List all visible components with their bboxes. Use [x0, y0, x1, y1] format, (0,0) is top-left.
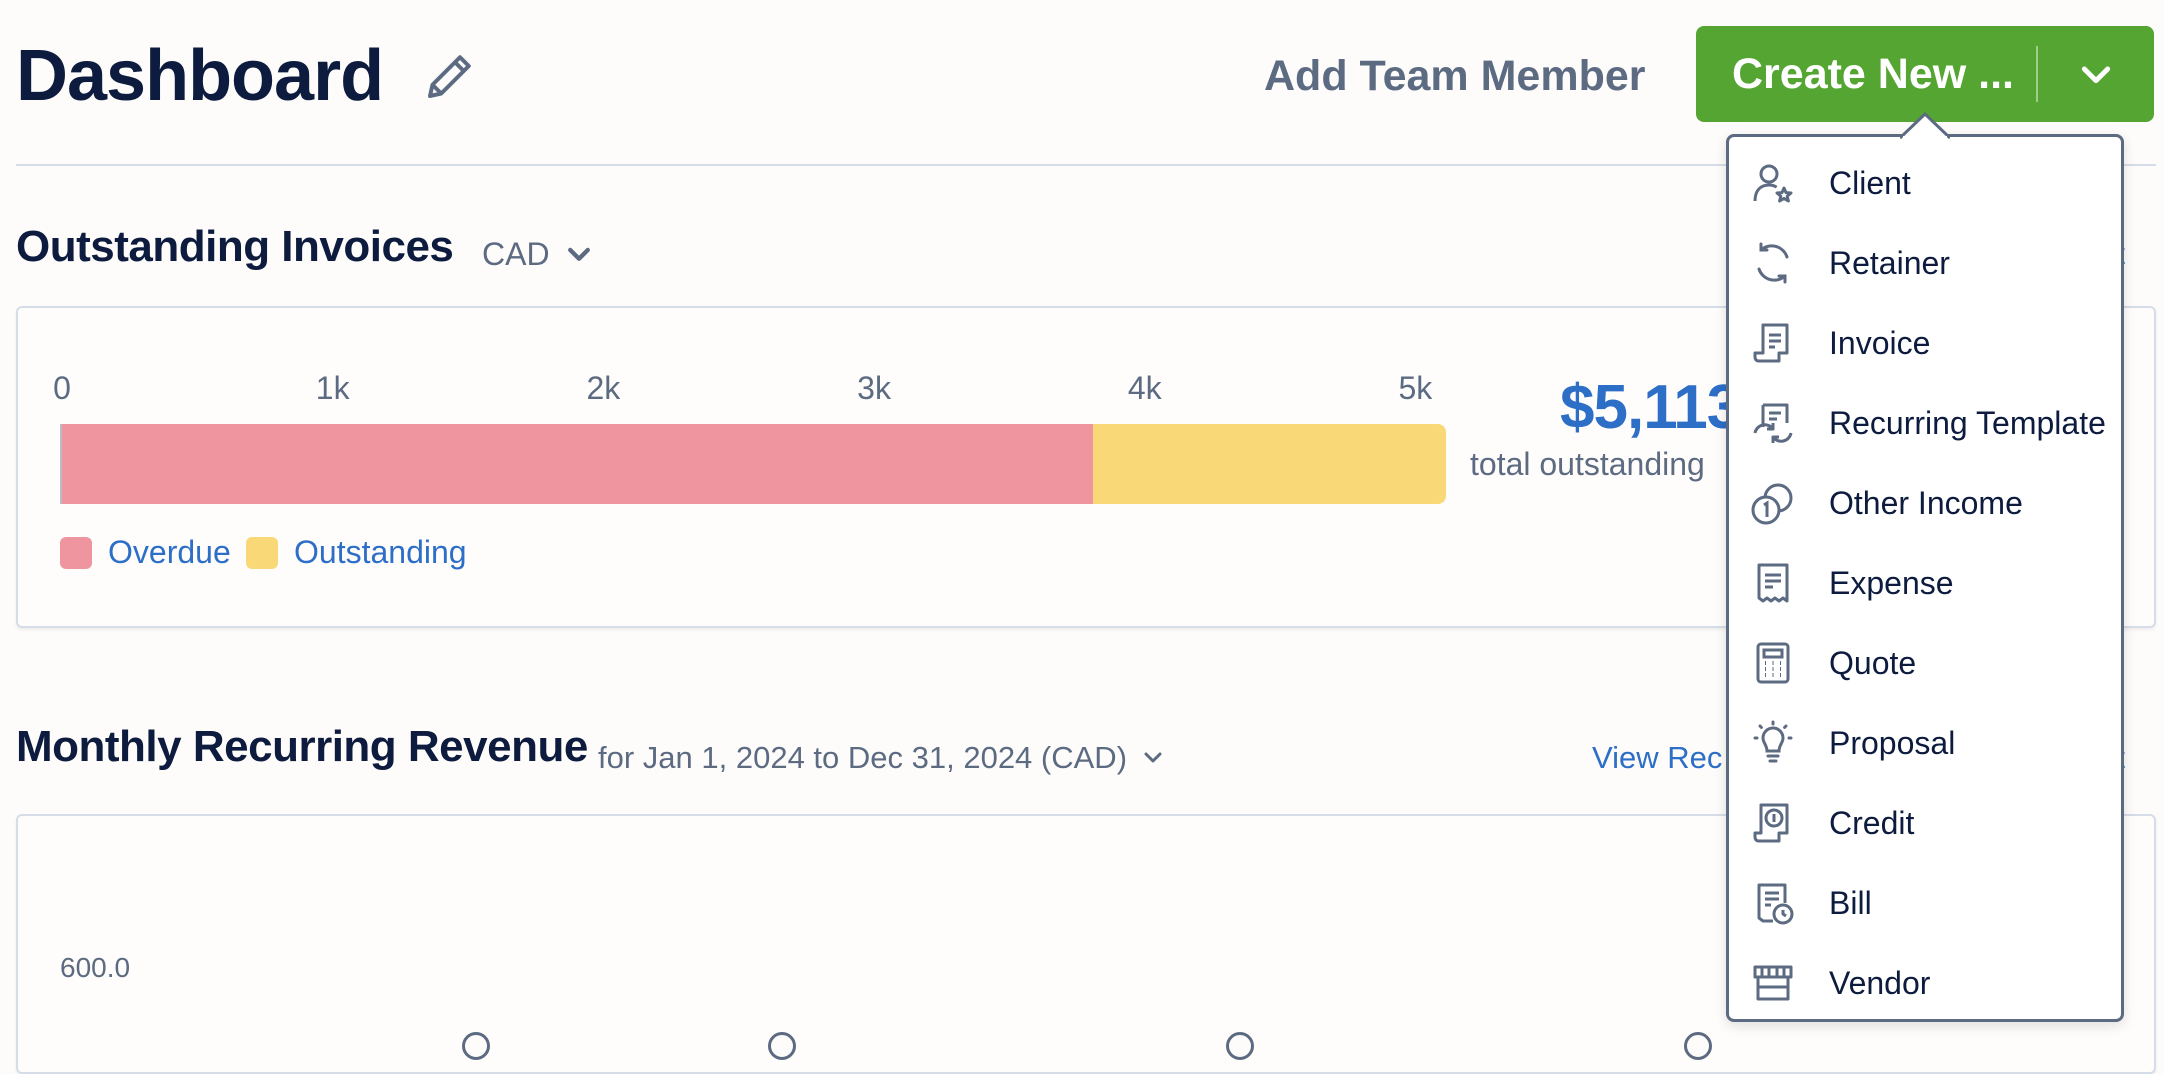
retainer-icon	[1757, 242, 1789, 284]
currency-select[interactable]: CAD	[482, 236, 594, 273]
chevron-down-icon	[567, 247, 590, 261]
menu-label: Expense	[1829, 564, 1954, 601]
x-tick-label: 2k	[586, 370, 621, 406]
chevron-down-icon	[1144, 752, 1162, 763]
legend-label-overdue: Overdue	[108, 534, 231, 570]
header-divider	[16, 164, 2156, 166]
x-tick-label: 3k	[857, 370, 891, 406]
menu-item-recurring-template[interactable]: Recurring Template	[1729, 383, 2121, 463]
credit-icon	[1753, 803, 1789, 843]
legend-swatch-outstanding	[246, 536, 278, 569]
menu-item-other-income[interactable]: Other Income	[1729, 463, 2121, 543]
menu-item-client[interactable]: Client	[1729, 143, 2121, 223]
create-new-menu: Client Retainer Invoice Recurring Templa…	[1726, 134, 2124, 1022]
bar-overdue[interactable]	[62, 424, 1094, 504]
currency-value: CAD	[482, 236, 550, 272]
menu-item-vendor[interactable]: Vendor	[1729, 943, 2121, 1023]
x-tick-label: 1k	[315, 370, 350, 406]
menu-pointer	[1900, 112, 1950, 140]
menu-item-invoice[interactable]: Invoice	[1729, 303, 2121, 383]
menu-label: Proposal	[1829, 724, 1956, 761]
view-recurring-link[interactable]: View Rec	[1592, 740, 1723, 775]
menu-item-credit[interactable]: Credit	[1729, 783, 2121, 863]
proposal-icon	[1753, 720, 1793, 763]
menu-label: Recurring Template	[1829, 404, 2106, 441]
x-tick-label: 0	[53, 370, 71, 406]
menu-item-bill[interactable]: Bill	[1729, 863, 2121, 943]
mrr-data-point	[1684, 1032, 1712, 1060]
quote-icon	[1756, 642, 1790, 684]
vendor-icon	[1753, 965, 1793, 1001]
create-new-label[interactable]: Create New ...	[1732, 49, 2014, 98]
mrr-data-point	[768, 1032, 796, 1060]
bar-axis-line	[60, 424, 63, 504]
edit-pencil-icon[interactable]	[420, 46, 480, 106]
menu-item-quote[interactable]: Quote	[1729, 623, 2121, 703]
menu-label: Invoice	[1829, 324, 1931, 361]
mrr-date-range: for Jan 1, 2024 to Dec 31, 2024 (CAD)	[598, 740, 1128, 775]
chevron-down-icon	[2081, 66, 2111, 84]
page-title: Dashboard	[16, 36, 384, 116]
total-outstanding-amount: $5,113	[1560, 373, 1741, 442]
mrr-data-point	[1226, 1032, 1254, 1060]
menu-label: Bill	[1829, 884, 1872, 921]
legend-label-outstanding: Outstanding	[294, 534, 467, 570]
bill-icon	[1757, 883, 1794, 925]
recurring-template-icon	[1753, 403, 1793, 443]
menu-item-proposal[interactable]: Proposal	[1729, 703, 2121, 783]
legend-swatch-overdue	[60, 536, 92, 569]
menu-label: Other Income	[1829, 484, 2023, 521]
menu-item-expense[interactable]: Expense	[1729, 543, 2121, 623]
menu-label: Retainer	[1829, 244, 1950, 281]
mrr-title: Monthly Recurring Revenue	[16, 722, 588, 771]
menu-label: Quote	[1829, 644, 1917, 681]
create-new-divider	[2036, 46, 2038, 102]
menu-item-retainer[interactable]: Retainer	[1729, 223, 2121, 303]
add-team-member-button[interactable]: Add Team Member	[1264, 52, 1646, 100]
create-new-button: Create New ...	[1696, 26, 2154, 122]
mrr-date-range-select[interactable]: for Jan 1, 2024 to Dec 31, 2024 (CAD)	[598, 740, 1165, 776]
menu-label: Credit	[1829, 804, 1915, 841]
invoice-icon	[1753, 323, 1789, 363]
legend-overdue[interactable]: Overdue	[60, 534, 231, 571]
outstanding-invoices-title: Outstanding Invoices	[16, 222, 454, 271]
mrr-data-point	[462, 1032, 490, 1060]
other-income-icon	[1751, 483, 1793, 525]
expense-icon	[1757, 563, 1789, 603]
bar-outstanding[interactable]	[1093, 424, 1446, 504]
total-outstanding-label: total outstanding	[1470, 446, 1705, 482]
menu-label: Client	[1829, 164, 1911, 201]
x-tick-label: 4k	[1127, 370, 1162, 406]
legend-outstanding[interactable]: Outstanding	[246, 534, 467, 571]
create-new-dropdown-toggle[interactable]	[2038, 26, 2154, 122]
x-tick-label: 5k	[1398, 370, 1433, 406]
client-icon	[1753, 164, 1793, 203]
menu-label: Vendor	[1829, 964, 1931, 1001]
mrr-y-tick: 600.0	[60, 952, 131, 983]
